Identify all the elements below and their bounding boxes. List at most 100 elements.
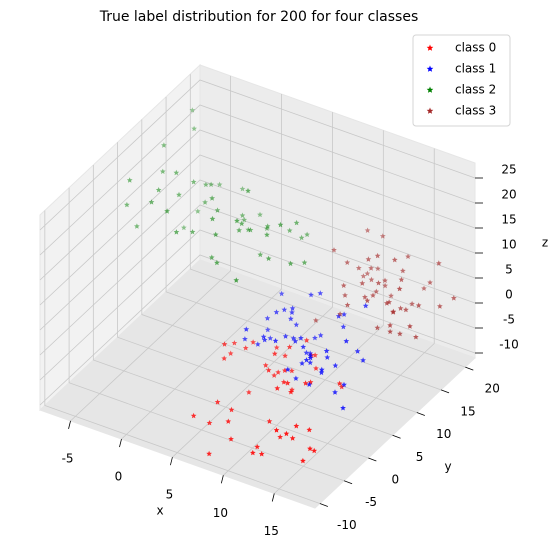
point (267, 335, 274, 341)
point (289, 309, 295, 315)
point (258, 451, 265, 457)
point (281, 379, 287, 385)
y-tick (319, 503, 328, 507)
z-tick-label: 10 (501, 238, 516, 252)
point (239, 186, 246, 192)
point (317, 290, 324, 296)
point (405, 253, 411, 259)
axes: -5 0 5 10 15 -10 -5 0 5 10 15 20 -10 -5 0 5 10 15 20 25 (62, 163, 519, 538)
point (266, 418, 273, 424)
x-tick (68, 420, 71, 429)
point (427, 279, 433, 285)
point (173, 229, 180, 235)
point (273, 309, 280, 315)
point (265, 255, 272, 261)
point (271, 372, 277, 378)
point (344, 302, 351, 308)
point (212, 231, 219, 237)
point (231, 340, 238, 346)
grid-line (39, 154, 476, 306)
point (354, 348, 361, 354)
point (228, 436, 234, 442)
point (264, 225, 270, 231)
point (209, 195, 215, 201)
z-tick-label: 20 (501, 188, 516, 202)
point (126, 177, 133, 183)
point (304, 231, 310, 237)
point (403, 306, 409, 313)
points (124, 107, 457, 464)
point (293, 321, 300, 328)
grid-line (39, 104, 476, 256)
point (298, 335, 304, 341)
point (391, 256, 398, 263)
point (262, 362, 269, 368)
x-tick-label: -5 (62, 451, 74, 465)
point (214, 399, 221, 405)
y-tick (392, 434, 401, 439)
point (255, 341, 261, 347)
legend-marker (426, 44, 434, 51)
grid-line (39, 79, 476, 231)
point (236, 227, 242, 233)
point (407, 323, 413, 329)
point (155, 187, 162, 193)
point (245, 187, 251, 194)
point (286, 227, 293, 233)
point (332, 389, 338, 395)
y-tick (440, 389, 450, 394)
point (286, 344, 293, 350)
legend-marker (426, 107, 434, 114)
y-tick-label: 20 (485, 382, 500, 396)
point (303, 349, 310, 356)
point (300, 457, 306, 464)
z-tick-label: -5 (503, 313, 515, 327)
point (260, 333, 267, 340)
point (221, 355, 227, 361)
y-tick (416, 412, 425, 416)
point (318, 369, 325, 376)
point (281, 306, 288, 313)
point (331, 247, 337, 253)
point (368, 276, 375, 283)
x-tick (271, 493, 275, 502)
point (355, 265, 362, 271)
chart-title: True label distribution for 200 for four… (99, 9, 419, 25)
point (293, 375, 299, 381)
point (342, 292, 348, 298)
grid-line (39, 204, 476, 356)
point (308, 291, 314, 298)
point (409, 300, 415, 307)
y-tick (368, 457, 377, 462)
point (421, 285, 427, 291)
point (436, 260, 442, 266)
legend: class 0 class 1 class 2 class 3 (412, 34, 511, 127)
point (208, 254, 215, 260)
legend-label: class 3 (455, 104, 496, 118)
y-tick-label: 0 (392, 473, 400, 487)
point (382, 282, 388, 289)
point (302, 380, 309, 386)
point (415, 302, 422, 308)
point (277, 221, 284, 228)
point (148, 199, 155, 205)
point (282, 352, 288, 359)
point (364, 270, 371, 276)
point (300, 344, 307, 350)
point (257, 251, 264, 258)
point (242, 345, 249, 351)
point (368, 265, 374, 271)
point (282, 333, 289, 339)
point (206, 420, 213, 426)
point (173, 169, 180, 176)
point (293, 423, 300, 429)
point (312, 335, 318, 341)
point (340, 323, 347, 330)
point (242, 336, 248, 342)
point (208, 181, 214, 187)
x-tick (220, 475, 224, 484)
point (289, 305, 296, 311)
point (397, 330, 403, 337)
point (323, 348, 330, 354)
